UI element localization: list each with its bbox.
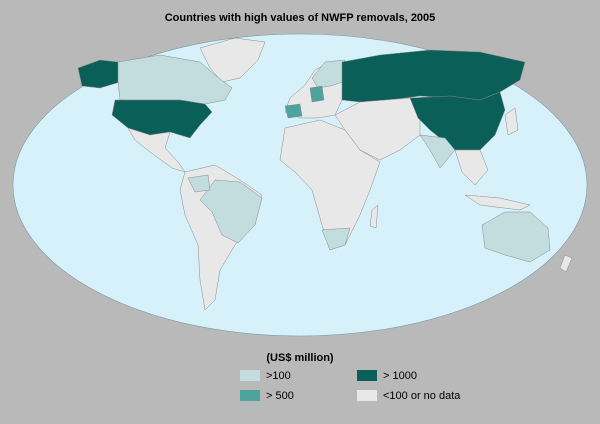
map-title: Countries with high values of NWFP remov…	[165, 12, 436, 24]
china	[409, 91, 506, 151]
india	[419, 134, 456, 169]
legend: >100 > 500 > 1000 <100 or no data	[240, 370, 461, 402]
spain	[284, 103, 303, 119]
canada	[117, 54, 233, 105]
germany	[309, 85, 325, 103]
new-zealand	[559, 254, 573, 273]
legend-title: (US$ million)	[266, 352, 334, 364]
countries	[77, 37, 573, 311]
legend-label: > 500	[266, 390, 294, 402]
legend-label: > 1000	[383, 370, 417, 382]
legend-label: >100	[266, 370, 291, 382]
africa	[279, 119, 381, 251]
legend-swatch	[357, 390, 377, 401]
southeast-asia	[454, 149, 489, 186]
madagascar	[369, 204, 379, 229]
colombia	[187, 174, 211, 193]
greenland	[199, 37, 266, 83]
united-states	[111, 99, 213, 139]
legend-swatch	[240, 370, 260, 381]
brazil	[199, 179, 263, 244]
japan	[504, 107, 519, 136]
legend-label: <100 or no data	[383, 390, 461, 402]
australia	[481, 211, 551, 263]
indonesia	[464, 194, 531, 211]
south-africa	[321, 227, 351, 251]
legend-swatch	[240, 390, 260, 401]
mexico	[127, 127, 186, 173]
legend-swatch	[357, 370, 377, 381]
